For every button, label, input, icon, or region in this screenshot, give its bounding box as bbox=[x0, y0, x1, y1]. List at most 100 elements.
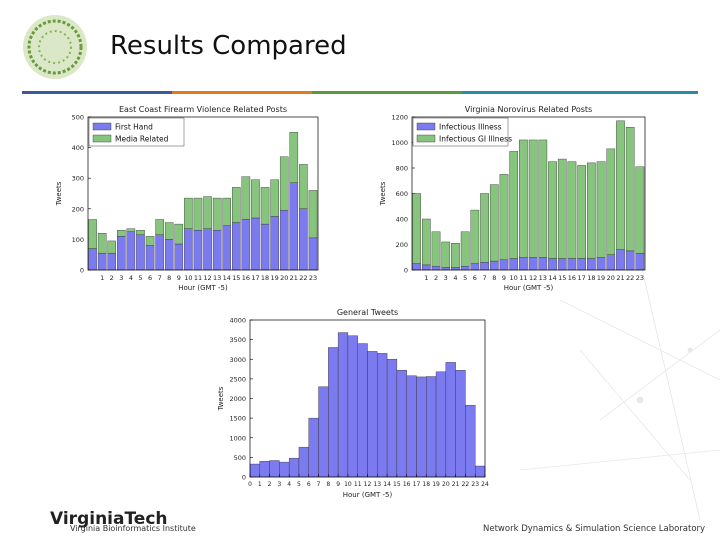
y-tick-label: 100 bbox=[72, 236, 84, 244]
plot-frame bbox=[411, 116, 646, 271]
x-tick-label: 14 bbox=[223, 274, 231, 282]
bar-segment bbox=[145, 236, 155, 246]
y-axis-label: Tweets bbox=[379, 181, 387, 206]
bar-segment bbox=[155, 219, 164, 236]
x-tick-label: 9 bbox=[502, 274, 506, 282]
bar-segment bbox=[260, 187, 270, 225]
bar bbox=[475, 465, 486, 478]
x-tick-label: 18 bbox=[422, 481, 430, 488]
y-tick-label: 0 bbox=[80, 267, 84, 275]
bar-segment bbox=[519, 257, 528, 271]
chart: East Coast Firearm Violence Related Post… bbox=[55, 105, 319, 292]
x-tick-label: 20 bbox=[607, 274, 615, 282]
bar-segment bbox=[270, 179, 279, 217]
bar-segment bbox=[289, 132, 299, 183]
x-tick-label: 18 bbox=[587, 274, 595, 282]
x-tick-label: 9 bbox=[177, 274, 181, 282]
x-tick-label: 0 bbox=[248, 481, 252, 488]
x-tick-label: 17 bbox=[413, 481, 421, 488]
plot-frame bbox=[87, 116, 319, 271]
bar-segment bbox=[528, 139, 538, 258]
x-tick-label: 8 bbox=[167, 274, 171, 282]
bar-segment bbox=[557, 158, 567, 259]
x-tick-label: 8 bbox=[492, 274, 496, 282]
x-tick-label: 9 bbox=[336, 481, 340, 488]
bar-segment bbox=[251, 179, 260, 219]
bar-segment bbox=[606, 148, 616, 255]
bar-segment bbox=[616, 249, 625, 271]
bar-segment bbox=[126, 228, 136, 232]
x-tick-label: 6 bbox=[148, 274, 152, 282]
x-tick-label: 4 bbox=[453, 274, 457, 282]
x-tick-label: 4 bbox=[287, 481, 291, 488]
bar-segment bbox=[308, 190, 318, 239]
bar bbox=[416, 376, 427, 478]
x-tick-label: 12 bbox=[364, 481, 372, 488]
bar-segment bbox=[596, 161, 606, 258]
x-tick-label: 15 bbox=[232, 274, 240, 282]
bar-segment bbox=[126, 231, 136, 271]
bar-segment bbox=[97, 252, 107, 271]
bar-segment bbox=[145, 245, 155, 271]
y-tick-label: 400 bbox=[396, 216, 408, 224]
bar bbox=[377, 353, 388, 478]
x-tick-label: 2 bbox=[434, 274, 438, 282]
bar-segment bbox=[616, 120, 625, 250]
x-tick-label: 17 bbox=[251, 274, 259, 282]
x-tick-label: 16 bbox=[403, 481, 411, 488]
bar-segment bbox=[470, 209, 480, 264]
bar-segment bbox=[184, 228, 193, 271]
bar-segment bbox=[528, 257, 538, 271]
bar-segment bbox=[577, 165, 586, 259]
x-tick-label: 18 bbox=[261, 274, 269, 282]
y-tick-label: 500 bbox=[72, 114, 84, 122]
bar-segment bbox=[596, 257, 606, 271]
bar-segment bbox=[164, 222, 174, 240]
x-tick-label: 15 bbox=[393, 481, 401, 488]
x-tick-label: 19 bbox=[432, 481, 440, 488]
bar bbox=[337, 332, 349, 478]
bar-segment bbox=[606, 254, 616, 271]
bar-segment bbox=[203, 196, 212, 229]
y-tick-label: 0 bbox=[242, 474, 246, 482]
bar-segment bbox=[164, 239, 174, 271]
x-tick-label: 12 bbox=[529, 274, 537, 282]
x-tick-label: 1 bbox=[424, 274, 428, 282]
bar-segment bbox=[538, 139, 548, 258]
bar-segment bbox=[88, 219, 97, 249]
legend-swatch bbox=[416, 122, 436, 131]
bar-segment bbox=[480, 262, 489, 271]
x-tick-label: 7 bbox=[158, 274, 162, 282]
y-tick-label: 1000 bbox=[391, 139, 408, 147]
bar bbox=[298, 446, 309, 478]
x-tick-label: 21 bbox=[290, 274, 298, 282]
bar bbox=[279, 461, 290, 478]
bar-segment bbox=[441, 267, 451, 271]
bar bbox=[396, 370, 407, 478]
footer-logo: VirginiaTech bbox=[50, 509, 168, 529]
y-tick-label: 0 bbox=[404, 267, 408, 275]
bar-segment bbox=[635, 253, 645, 271]
y-tick-label: 600 bbox=[396, 190, 408, 198]
x-axis-label: Hour (GMT -5) bbox=[178, 284, 228, 292]
x-tick-label: 7 bbox=[317, 481, 321, 488]
x-tick-label: 14 bbox=[548, 274, 556, 282]
bar-segment bbox=[509, 258, 519, 271]
footer-right: Network Dynamics & Simulation Science La… bbox=[483, 524, 705, 534]
bar-segment bbox=[184, 197, 193, 229]
y-tick-label: 1500 bbox=[229, 415, 246, 423]
bar-segment bbox=[251, 217, 260, 271]
x-tick-label: 3 bbox=[444, 274, 448, 282]
footer-sub: Virginia Bioinformatics Institute bbox=[70, 524, 196, 533]
y-tick-label: 300 bbox=[72, 175, 84, 183]
x-tick-label: 22 bbox=[626, 274, 634, 282]
x-axis-label: Hour (GMT -5) bbox=[504, 284, 554, 292]
bar-segment bbox=[499, 259, 509, 271]
x-tick-label: 6 bbox=[307, 481, 311, 488]
y-tick-label: 1000 bbox=[229, 434, 246, 442]
bar-segment bbox=[193, 197, 203, 231]
bar-segment bbox=[460, 231, 470, 267]
x-tick-label: 1 bbox=[100, 274, 104, 282]
bar-segment bbox=[499, 174, 509, 261]
bar-segment bbox=[107, 252, 116, 271]
